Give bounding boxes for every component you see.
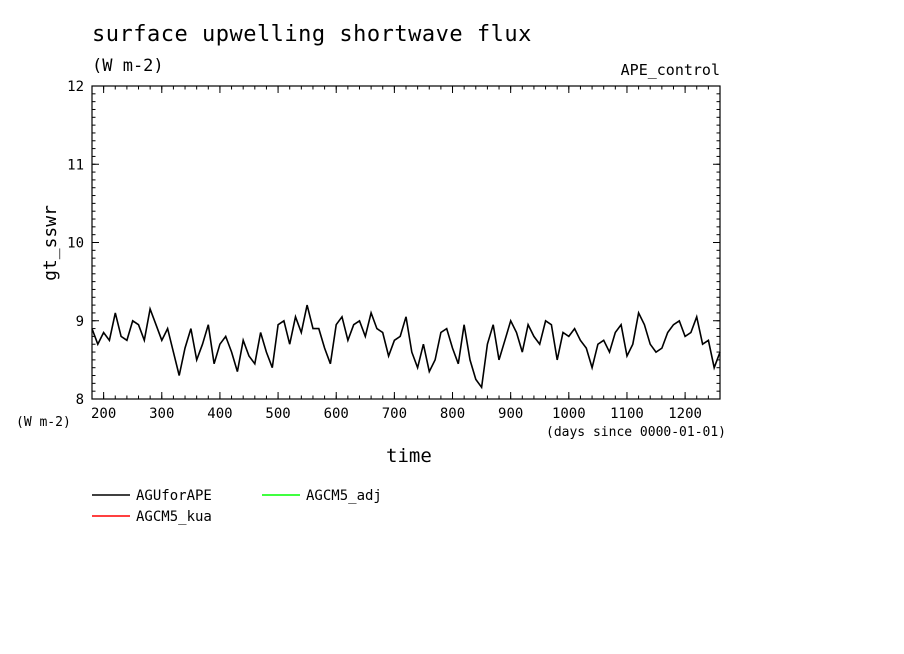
x-tick-label: 700 [382,406,407,422]
y-tick-label: 9 [76,314,84,330]
x-tick-label: 1200 [668,406,702,422]
x-tick-label: 400 [207,406,232,422]
x-axis-units: (days since 0000-01-01) [546,425,727,440]
x-tick-label: 800 [440,406,465,422]
chart-title: surface upwelling shortwave flux [92,22,532,47]
x-axis-label: time [386,445,432,467]
y-axis-label: gt_sswr [40,205,61,281]
y-tick-label: 12 [67,79,84,95]
y-tick-label: 10 [67,236,84,252]
legend-label: AGCM5_kua [136,509,212,525]
x-tick-label: 500 [265,406,290,422]
chart-units: (W m-2) [92,56,164,76]
x-tick-label: 900 [498,406,523,422]
legend-item: AGCM5_adj [262,488,382,504]
y-tick-label: 11 [67,157,84,173]
x-tick-label: 600 [324,406,349,422]
y-axis-units: (W m-2) [16,415,71,430]
x-tick-label: 1100 [610,406,644,422]
x-tick-label: 300 [149,406,174,422]
legend-label: AGCM5_adj [306,488,382,504]
y-tick-label: 8 [76,392,84,408]
series-layer [91,304,721,390]
experiment-label: APE_control [620,61,720,79]
axis-ticks [91,85,721,400]
x-tick-label: 200 [91,406,116,422]
legend: AGUforAPE AGCM5_adj AGCM5_kua [92,488,382,525]
legend-label: AGUforAPE [136,488,212,504]
x-tick-label: 1000 [552,406,586,422]
legend-item: AGCM5_kua [92,509,212,525]
tick-labels: 200 300 400 500 600 700 800 900 1000 1100 1200 8 9 10… [67,79,702,422]
legend-item: AGUforAPE [92,488,212,504]
series-line-aguforape [91,304,721,390]
